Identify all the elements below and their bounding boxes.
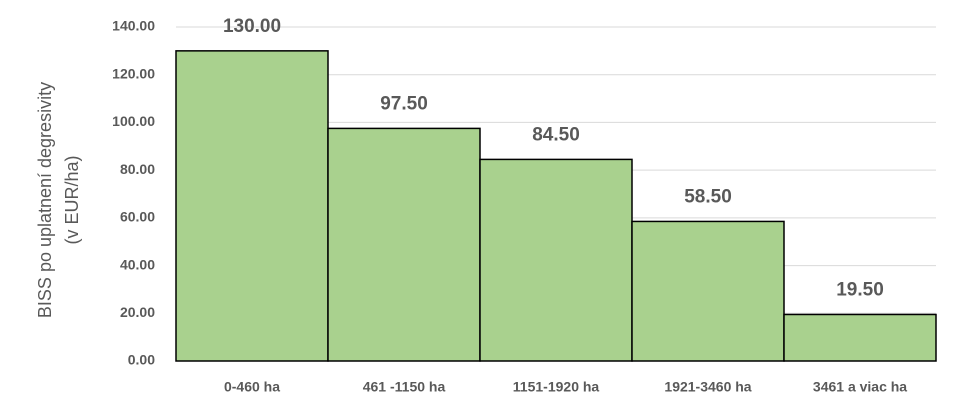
value-label: 58.50: [684, 186, 732, 207]
x-tick-label: 0-460 ha: [224, 379, 280, 395]
y-tick-label: 0.00: [128, 352, 155, 368]
x-tick-label: 1151-1920 ha: [513, 379, 600, 395]
y-tick-label: 120.00: [112, 65, 155, 81]
value-label: 130.00: [223, 16, 281, 37]
bar: [175, 50, 329, 362]
value-label: 84.50: [532, 124, 580, 145]
bar: [783, 313, 937, 362]
x-tick-label: 1921-3460 ha: [664, 379, 751, 395]
bar: [631, 220, 785, 362]
y-tick-label: 100.00: [112, 113, 155, 129]
bar: [327, 127, 481, 362]
bar: [479, 158, 633, 362]
y-axis-title: (v EUR/ha): [62, 155, 82, 244]
value-label: 19.50: [836, 279, 884, 300]
value-label: 97.50: [380, 93, 428, 114]
y-axis-title: BISS po uplatnení degresivity: [35, 82, 55, 318]
y-tick-label: 40.00: [120, 256, 155, 272]
x-tick-label: 3461 a viac ha: [813, 379, 907, 395]
y-tick-label: 140.00: [112, 18, 155, 34]
x-tick-label: 461 -1150 ha: [363, 379, 446, 395]
y-tick-label: 60.00: [120, 209, 155, 225]
y-tick-label: 80.00: [120, 161, 155, 177]
y-tick-label: 20.00: [120, 304, 155, 320]
